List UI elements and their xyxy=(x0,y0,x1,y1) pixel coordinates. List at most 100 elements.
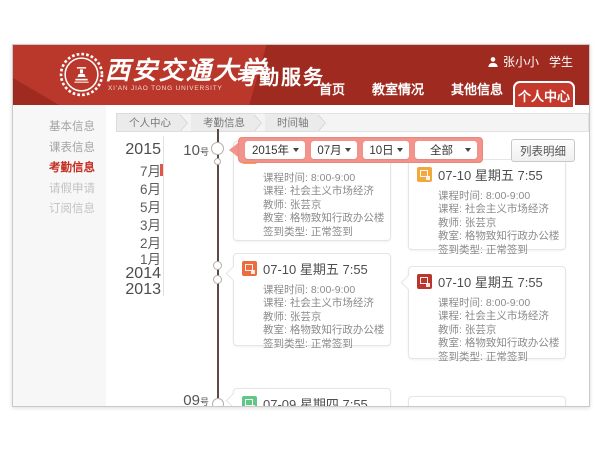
month-select-value: 07月 xyxy=(317,145,342,157)
sidebar-item-attendance-info[interactable]: 考勤信息 xyxy=(49,162,95,174)
field-label: 教室: xyxy=(438,337,462,350)
field-value: 正常签到 xyxy=(485,243,528,256)
breadcrumb: 个人中心 考勤信息 时间轴 xyxy=(116,113,589,132)
field-label: 教室: xyxy=(263,324,287,337)
university-name-cn: 西安交通大学 xyxy=(105,56,268,85)
field-label: 签到类型: xyxy=(263,225,308,238)
field-value: 格物致知行政办公楼 xyxy=(289,324,385,337)
user-info[interactable]: 张小小 学生 xyxy=(487,53,573,70)
chevron-down-icon xyxy=(397,148,403,152)
nav-item-classrooms[interactable]: 教室情况 xyxy=(371,82,424,97)
field-value: 张芸京 xyxy=(289,310,322,323)
timeline-month-jul[interactable]: 7月 xyxy=(139,164,161,179)
card-date: 07-09 星期四 7:55 xyxy=(263,397,368,407)
signin-status-icon xyxy=(242,261,257,276)
field-label: 课程时间: xyxy=(438,297,483,309)
attendance-card[interactable]: 07-09 星期四 7:55 xyxy=(225,388,391,407)
breadcrumb-timeline[interactable]: 时间轴 xyxy=(265,113,317,132)
list-detail-button[interactable]: 列表明细 xyxy=(511,139,575,162)
signin-status-icon xyxy=(417,274,432,289)
field-value: 8:00-9:00 xyxy=(485,297,531,309)
type-select[interactable]: 全部 xyxy=(415,141,477,159)
sidebar-item-basic-info[interactable]: 基本信息 xyxy=(49,121,95,133)
nav-item-personal-center[interactable]: 个人中心 xyxy=(513,81,575,107)
timeline-year-2014[interactable]: 2014 xyxy=(125,265,161,282)
timeline-scale-divider xyxy=(163,136,164,296)
day-marker-09: 09号 xyxy=(161,392,209,407)
timeline-node-icon xyxy=(211,142,224,155)
breadcrumb-personal-center[interactable]: 个人中心 xyxy=(116,113,179,132)
field-value: 社会主义市场经济 xyxy=(464,310,549,323)
sidebar: 基本信息 课表信息 考勤信息 请假申请 订阅信息 xyxy=(13,105,106,406)
field-label: 教师: xyxy=(438,216,462,229)
field-label: 签到类型: xyxy=(438,243,483,256)
timeline-node-icon xyxy=(214,158,221,165)
attendance-card[interactable] xyxy=(408,396,566,406)
university-name-en: XI'AN JIAO TONG UNIVERSITY xyxy=(108,85,223,92)
field-value: 正常签到 xyxy=(310,225,353,238)
timeline-node-icon xyxy=(213,261,222,270)
user-name: 张小小 xyxy=(502,55,539,69)
timeline-year-2013[interactable]: 2013 xyxy=(125,281,161,298)
field-value: 社会主义市场经济 xyxy=(289,297,374,310)
field-label: 课程: xyxy=(438,310,462,323)
user-icon xyxy=(488,56,498,67)
field-label: 教师: xyxy=(438,323,462,336)
day-suffix: 号 xyxy=(199,397,209,407)
type-select-value: 全部 xyxy=(430,145,453,157)
header-accent-shape xyxy=(13,45,267,105)
day-number: 10 xyxy=(183,142,200,159)
day-suffix: 号 xyxy=(199,147,209,157)
field-value: 张芸京 xyxy=(289,198,322,211)
university-logo-icon xyxy=(59,52,104,97)
field-value: 8:00-9:00 xyxy=(485,190,531,202)
timeline-node-icon xyxy=(213,275,222,284)
sidebar-item-subscription-info[interactable]: 订阅信息 xyxy=(49,203,95,215)
sidebar-item-schedule-info[interactable]: 课表信息 xyxy=(49,141,95,154)
field-value: 8:00-9:00 xyxy=(310,284,356,296)
field-label: 签到类型: xyxy=(263,337,308,350)
card-date: 07-10 星期五 7:55 xyxy=(263,262,368,277)
timeline-year-2015[interactable]: 2015 xyxy=(125,141,161,158)
chevron-down-icon xyxy=(345,148,351,152)
nav-item-other-info[interactable]: 其他信息 xyxy=(450,82,503,97)
chevron-down-icon xyxy=(293,148,299,152)
attendance-card[interactable]: 07-10 星期五 7:55 课程时间: 8:00-9:00 课程: 社会主义市… xyxy=(225,253,391,350)
field-label: 课程时间: xyxy=(438,190,483,202)
field-label: 教室: xyxy=(263,212,287,225)
field-value: 格物致知行政办公楼 xyxy=(289,212,385,225)
field-value: 正常签到 xyxy=(310,337,353,350)
year-select[interactable]: 2015年 xyxy=(245,141,305,159)
breadcrumb-attendance-info[interactable]: 考勤信息 xyxy=(191,113,253,132)
attendance-card[interactable]: 07-10 星期五 7:55 课程时间: 8:00-9:00 课程: 社会主义市… xyxy=(400,266,566,363)
timeline-node-icon xyxy=(212,398,224,406)
field-value: 格物致知行政办公楼 xyxy=(464,337,560,350)
user-role: 学生 xyxy=(548,55,573,69)
field-label: 课程时间: xyxy=(263,172,308,184)
year-select-value: 2015年 xyxy=(251,145,290,157)
field-value: 8:00-9:00 xyxy=(310,172,356,184)
attendance-card[interactable]: 07-10 星期五 7:55 课程时间: 8:00-9:00 课程: 社会主义市… xyxy=(408,159,566,256)
field-value: 正常签到 xyxy=(485,350,528,363)
day-select[interactable]: 10日 xyxy=(363,141,409,159)
timeline-month-mar[interactable]: 3月 xyxy=(139,218,161,233)
field-label: 教师: xyxy=(263,310,287,323)
timeline-month-feb[interactable]: 2月 xyxy=(139,236,161,251)
timeline-month-jun[interactable]: 6月 xyxy=(139,182,161,197)
timeline-month-jan[interactable]: 1月 xyxy=(139,252,161,267)
card-date: 07-10 星期五 7:55 xyxy=(438,275,543,290)
field-value: 格物致知行政办公楼 xyxy=(464,230,560,243)
signin-status-icon xyxy=(417,167,432,182)
month-select[interactable]: 07月 xyxy=(311,141,357,159)
timeline-month-may[interactable]: 5月 xyxy=(139,200,161,215)
current-month-marker xyxy=(160,164,163,176)
field-label: 课程: xyxy=(263,297,287,310)
chevron-down-icon xyxy=(465,148,471,152)
field-value: 张芸京 xyxy=(464,323,497,336)
sidebar-item-leave-request[interactable]: 请假申请 xyxy=(49,182,95,195)
nav-item-home[interactable]: 首页 xyxy=(318,82,345,97)
timeline-scale: 2015 7月 6月 5月 3月 2月 1月 2014 2013 xyxy=(111,45,163,406)
field-label: 教师: xyxy=(263,198,287,211)
app-header: 西安交通大学 XI'AN JIAO TONG UNIVERSITY 考勤服务 张… xyxy=(13,45,589,107)
